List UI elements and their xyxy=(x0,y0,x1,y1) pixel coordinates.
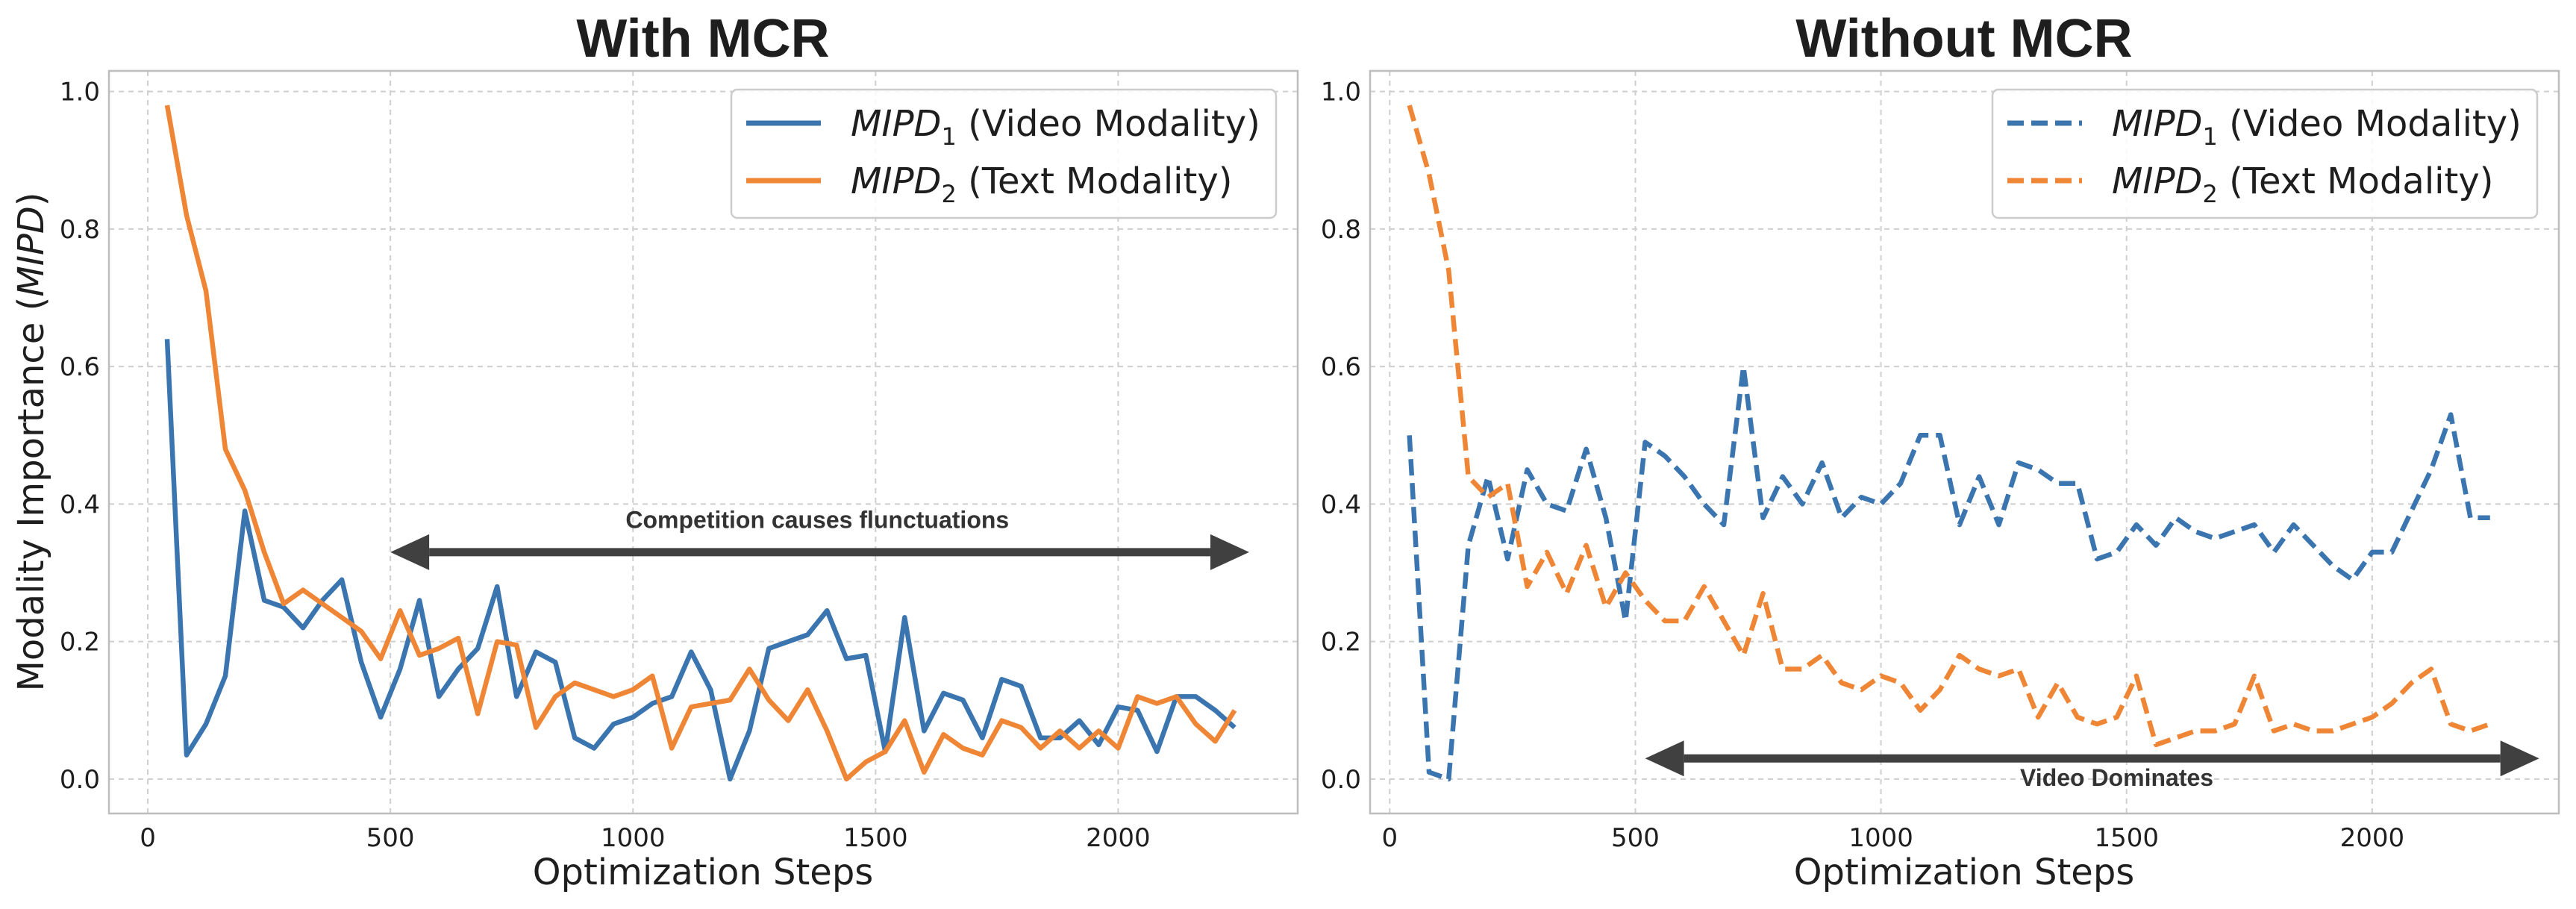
x-tick-label: 2000 xyxy=(2340,823,2405,853)
legend-subscript: 1 xyxy=(941,122,956,151)
x-tick-label: 1000 xyxy=(1848,823,1913,853)
legend-subscript: 2 xyxy=(2202,180,2217,208)
legend-entry-text: MIPD2 (Text Modality) xyxy=(851,160,1232,208)
x-tick-label: 0 xyxy=(140,823,156,853)
tick-labels: 0 500 1000 1500 2000 0.0 0.2 0.4 0.6 0.8 1.0 xyxy=(1321,78,2404,853)
y-tick-label: 0.8 xyxy=(1321,215,1361,245)
annotation-layer: Competition causes flunctuations xyxy=(390,507,1249,570)
grid-lines xyxy=(1370,71,2559,813)
x-tick-label: 500 xyxy=(366,823,415,853)
legend-frame xyxy=(1991,88,2539,219)
y-tick-label: 0.2 xyxy=(60,628,100,657)
legend-subscript: 2 xyxy=(941,180,956,208)
y-axis-label-variable: MIPD xyxy=(10,206,52,296)
legend-entry-video: MIPD1 (Video Modality) xyxy=(851,103,1260,151)
y-axis-label: Modality Importance (MIPD) xyxy=(10,192,52,691)
axes-frame xyxy=(1369,69,2560,815)
x-tick-label: 0 xyxy=(1382,823,1398,853)
legend: MIPD1 (Video Modality) MIPD2 (Text Modal… xyxy=(730,88,1278,219)
series-layer xyxy=(1407,104,2491,782)
x-axis-label: Optimization Steps xyxy=(1794,852,2135,893)
legend-suffix: (Text Modality) xyxy=(957,160,1233,202)
y-tick-label: 0.4 xyxy=(60,490,100,519)
legend-suffix: (Text Modality) xyxy=(2218,160,2494,202)
annotation-arrow-head-right xyxy=(2500,740,2539,777)
annotation-arrow-head-right xyxy=(1210,534,1249,570)
y-tick-label: 0.6 xyxy=(60,352,100,382)
legend-suffix: (Video Modality) xyxy=(2218,103,2522,145)
legend-entry-text: MIPD2 (Text Modality) xyxy=(2112,160,2493,208)
annotation-text: Video Dominates xyxy=(2020,764,2213,791)
x-tick-label: 1000 xyxy=(601,823,666,853)
y-tick-label: 0.0 xyxy=(1321,765,1361,795)
axes-frame xyxy=(107,69,1299,815)
y-tick-label: 0.6 xyxy=(1321,352,1361,382)
y-tick-label: 1.0 xyxy=(1321,78,1361,107)
chart-title: With MCR xyxy=(576,9,829,69)
x-tick-label: 1500 xyxy=(2094,823,2159,853)
tick-labels: 0 500 1000 1500 2000 0.0 0.2 0.4 0.6 0.8 1.0 xyxy=(60,78,1151,853)
legend-name: MIPD xyxy=(2112,103,2202,145)
y-tick-label: 0.0 xyxy=(60,765,100,795)
y-tick-label: 0.2 xyxy=(1321,628,1361,657)
chart-title: Without MCR xyxy=(1795,9,2132,69)
series-line-text xyxy=(164,104,1237,782)
legend-suffix: (Video Modality) xyxy=(957,103,1260,145)
series-line-video xyxy=(164,339,1237,782)
legend-entry-video: MIPD1 (Video Modality) xyxy=(2112,103,2522,151)
legend-name: MIPD xyxy=(851,103,941,145)
x-axis-label: Optimization Steps xyxy=(533,852,874,893)
legend-frame xyxy=(730,88,1278,219)
x-tick-label: 500 xyxy=(1611,823,1660,853)
legend-name: MIPD xyxy=(2112,160,2202,202)
series-line-video xyxy=(1407,363,2490,782)
panel-with-mcr: Competition causes flunctuations 0 500 100… xyxy=(10,9,1299,893)
y-tick-label: 0.4 xyxy=(1321,490,1361,519)
y-tick-label: 1.0 xyxy=(60,78,100,107)
y-axis-label-suffix: ) xyxy=(10,192,52,206)
annotation-text: Competition causes flunctuations xyxy=(625,507,1009,534)
legend: MIPD1 (Video Modality) MIPD2 (Text Modal… xyxy=(1991,88,2539,219)
legend-name: MIPD xyxy=(851,160,941,202)
series-layer xyxy=(164,104,1237,782)
annotation-arrow-head-left xyxy=(1645,740,1684,777)
y-axis-label-prefix: Modality Importance ( xyxy=(10,297,52,692)
panel-without-mcr: Video Dominates 0 500 1000 1500 2000 0.0 0.2 0.… xyxy=(1321,9,2560,893)
annotation-layer: Video Dominates xyxy=(1645,740,2539,791)
y-tick-label: 0.8 xyxy=(60,215,100,245)
annotation-arrow-head-left xyxy=(390,534,430,570)
x-tick-label: 2000 xyxy=(1086,823,1151,853)
series-line-text xyxy=(1407,104,2491,748)
x-tick-label: 1500 xyxy=(843,823,908,853)
legend-subscript: 1 xyxy=(2202,122,2217,151)
grid-lines xyxy=(109,71,1298,813)
